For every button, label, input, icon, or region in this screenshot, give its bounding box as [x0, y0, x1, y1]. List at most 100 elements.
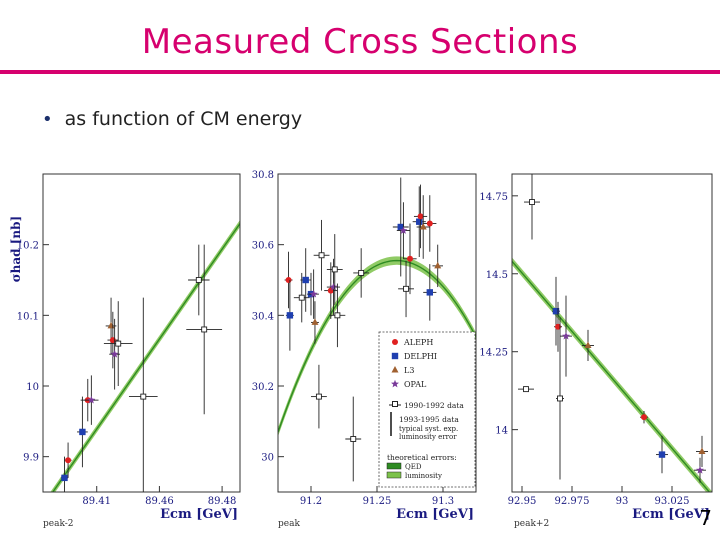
l3-triangle-marker — [311, 318, 319, 325]
opal-star-marker — [110, 350, 119, 358]
data-points — [518, 174, 708, 483]
legend-theory-luminosity: luminosity — [405, 472, 442, 480]
open-square-marker — [331, 266, 338, 273]
band-fill — [512, 257, 712, 492]
y-tick-label: 10.2 — [17, 241, 39, 252]
y-tick-label: 10 — [26, 382, 39, 393]
x-tick-label: 91.3 — [432, 496, 454, 507]
theory-band — [512, 257, 712, 492]
band-center-line — [278, 259, 476, 433]
delphi-square-marker — [61, 474, 68, 482]
plot-frame — [511, 173, 713, 493]
delphi-square-marker — [79, 428, 86, 436]
x-tick-label: 92.95 — [508, 496, 537, 507]
bullet-text: as function of CM energy — [64, 108, 303, 130]
aleph-circle-marker — [392, 339, 398, 345]
x-tick-label: 91.25 — [363, 496, 392, 507]
legend-syst-note: typical syst. exp. — [399, 425, 458, 433]
y-tick-label: 10.1 — [17, 311, 39, 322]
l3-triangle-marker — [698, 447, 706, 454]
x-tick-label: 93.025 — [655, 496, 690, 507]
legend-syst-note: luminosity error — [399, 433, 457, 441]
open-square-icon — [392, 401, 398, 407]
open-square-marker — [315, 393, 322, 400]
l3-triangle-marker — [584, 341, 592, 348]
page-number: 7 — [699, 506, 712, 530]
l3-triangle-marker — [391, 366, 399, 373]
delphi-square-marker — [426, 289, 433, 296]
band-center-line — [512, 260, 711, 492]
opal-star-marker — [329, 282, 338, 291]
legend-theory-swatch — [386, 471, 402, 479]
legend-data-1990: 1990-1992 data — [404, 401, 464, 410]
theory-band — [278, 256, 476, 437]
data-points — [284, 177, 443, 482]
legend-label-aleph: ALEPH — [403, 338, 433, 347]
aleph-circle-marker — [641, 414, 647, 421]
x-axis-title: Ecm [GeV] — [632, 507, 710, 522]
y-tick-label: 30 — [261, 453, 274, 464]
aleph-circle-marker — [65, 457, 72, 464]
x-axis-title: Ecm [GeV] — [160, 507, 238, 522]
delphi-square-marker — [391, 352, 399, 360]
title-underline — [0, 70, 720, 74]
open-square-marker — [298, 294, 305, 301]
l3-triangle-marker — [434, 261, 442, 269]
x-tick-label: 89.48 — [208, 496, 237, 507]
x-tick-label: 93 — [616, 496, 629, 507]
open-square-marker — [201, 326, 208, 333]
opal-star-marker — [309, 289, 318, 298]
slide-title: Measured Cross Sections — [141, 22, 579, 62]
opal-star-marker — [696, 465, 704, 474]
open-square-marker — [115, 340, 122, 347]
opal-star-marker — [391, 379, 399, 388]
legend-theory-swatch — [386, 462, 402, 470]
opal-star-marker — [399, 226, 408, 234]
delphi-square-marker — [416, 218, 423, 225]
opal-star-marker — [562, 331, 570, 340]
bullet-dot-icon: • — [42, 109, 53, 130]
aleph-circle-marker — [417, 213, 424, 220]
peak-label: peak — [278, 519, 300, 529]
y-tick-label: 30.2 — [252, 382, 274, 393]
legend: ALEPH DELPHI L3 OPAL 1990-1992 data 1993-1995… — [378, 331, 476, 488]
legend-theory-title: theoretical errors: — [387, 453, 457, 462]
open-square-marker — [529, 199, 535, 206]
band-center-line — [51, 223, 240, 492]
theory-band — [50, 219, 240, 492]
y-tick-label: 14.75 — [479, 192, 508, 203]
bullet-item: • as function of CM energy — [42, 108, 302, 130]
open-square-marker — [358, 269, 365, 276]
delphi-square-marker — [658, 451, 666, 458]
x-axis-title: Ecm [GeV] — [396, 507, 474, 522]
x-tick-label: 89.46 — [145, 496, 174, 507]
open-square-marker — [195, 277, 202, 283]
open-square-marker — [140, 393, 147, 400]
delphi-square-marker — [286, 312, 294, 319]
aleph-circle-marker — [407, 255, 413, 262]
l3-triangle-marker — [419, 223, 427, 230]
y-tick-label: 14.25 — [479, 348, 508, 359]
opal-star-marker — [87, 395, 96, 404]
aleph-circle-marker — [555, 323, 561, 330]
plot-frame — [42, 173, 241, 493]
y-axis-title: σhad [nb] — [9, 216, 23, 282]
y-tick-label: 30.6 — [252, 241, 274, 252]
open-square-marker — [350, 436, 357, 442]
x-tick-label: 92.975 — [555, 496, 590, 507]
legend-theory-qed: QED — [405, 463, 422, 471]
open-square-marker — [557, 395, 563, 402]
y-tick-label: 14 — [495, 426, 508, 437]
y-tick-label: 14.5 — [486, 270, 508, 281]
panel-background — [480, 160, 716, 528]
x-tick-label: 89.41 — [82, 496, 111, 507]
y-tick-label: 9.9 — [23, 453, 39, 464]
data-points — [60, 244, 223, 492]
open-square-marker — [523, 386, 529, 393]
y-tick-label: 30.8 — [252, 170, 274, 181]
legend-label-opal: OPAL — [404, 380, 427, 389]
delphi-square-marker — [397, 223, 404, 231]
